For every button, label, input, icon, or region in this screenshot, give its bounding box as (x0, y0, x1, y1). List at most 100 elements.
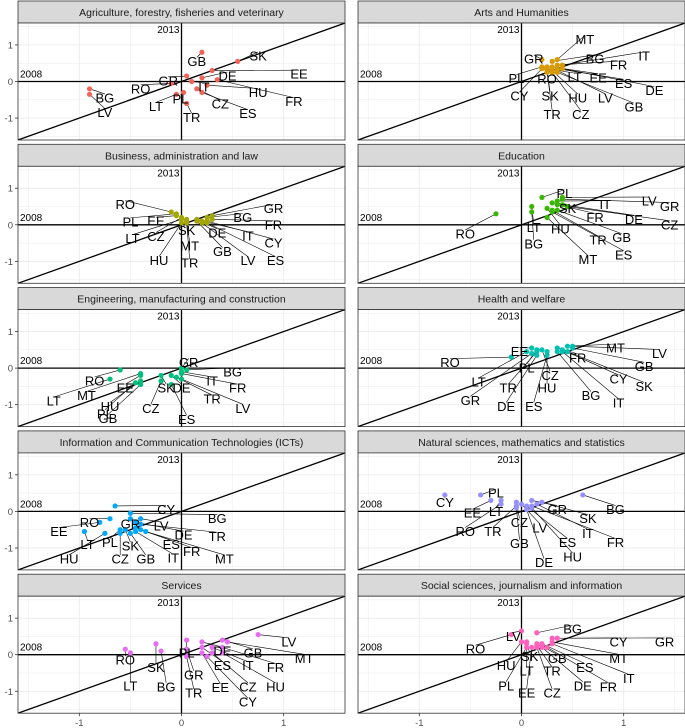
data-point (127, 530, 134, 536)
data-point (117, 367, 123, 373)
label-leader-line (171, 384, 187, 416)
label-leader-line (562, 51, 645, 66)
point-label: MT (579, 252, 598, 267)
point-label: CY (239, 695, 257, 710)
point-label: TR (484, 524, 501, 539)
label-leader-line (58, 522, 100, 528)
data-point (199, 650, 205, 656)
data-point (255, 631, 261, 638)
label-leader-line (562, 204, 634, 216)
point-label: CZ (572, 107, 589, 122)
label-leader-line (207, 84, 259, 89)
diagonal-line (18, 452, 345, 570)
point-label: GR (548, 502, 568, 517)
point-label: LT (125, 231, 139, 246)
point-label: CZ (543, 686, 560, 701)
point-label: LV (642, 194, 657, 209)
label-leader-line (516, 66, 543, 75)
label-leader-line (552, 641, 619, 655)
y-tick-label: -1 (5, 687, 13, 698)
point-label: MT (180, 239, 199, 254)
point-label: PL (498, 678, 514, 693)
point-label: TR (543, 107, 560, 122)
plot-area: RO GR BG FR PL EE LT CZ SK DE IT CY MT GB HU TR LV ES (18, 166, 345, 284)
facet-title: Arts and Humanities (474, 7, 569, 19)
label-leader-line (186, 222, 190, 260)
diagonal-line (18, 596, 345, 714)
label-leader-line (557, 209, 622, 234)
label-leader-line (201, 71, 228, 79)
diagonal-line (358, 452, 685, 570)
label-leader-line (572, 347, 645, 363)
point-label: DE (535, 555, 553, 570)
point-label: FR (267, 660, 284, 675)
point-label: SK (559, 201, 577, 216)
data-point (529, 345, 535, 351)
data-point (168, 372, 174, 379)
y-tick-label: 0 (8, 650, 13, 661)
point-label: LT (471, 374, 485, 389)
label-leader-line (526, 509, 545, 559)
label-leader-line (507, 351, 538, 385)
data-point (178, 370, 185, 377)
data-point (132, 519, 139, 525)
point-label: GR (121, 517, 141, 532)
x-reference-label: 2008 (20, 70, 43, 81)
point-label: HU (551, 222, 570, 237)
point-label: LV (154, 519, 169, 534)
data-point (554, 345, 560, 351)
point-label: SK (521, 649, 539, 664)
data-point (549, 635, 555, 641)
data-point (524, 349, 530, 355)
data-point (554, 62, 560, 68)
data-point (580, 492, 586, 498)
data-point (178, 220, 185, 226)
y-tick-label: 1 (8, 327, 13, 338)
point-label: TR (203, 392, 220, 407)
data-point (524, 641, 530, 647)
point-label: EE (147, 214, 165, 229)
data-point (138, 527, 144, 533)
point-label: LV (240, 253, 255, 268)
data-point (498, 501, 504, 507)
point-label: RO (131, 81, 151, 96)
data-point (122, 527, 128, 533)
label-leader-line (546, 647, 609, 684)
data-point (539, 66, 545, 72)
point-label: FR (265, 217, 282, 232)
point-label: SK (579, 511, 597, 526)
point-label: ES (163, 537, 181, 552)
data-point (178, 214, 185, 221)
point-label: TR (181, 256, 198, 271)
data-point (539, 194, 545, 200)
data-point (559, 202, 565, 208)
data-point (199, 75, 205, 81)
point-label: IT (242, 658, 254, 673)
y-tick-label: 1 (8, 40, 13, 51)
point-label: FR (285, 94, 302, 109)
diagonal-line (358, 309, 685, 427)
point-label: IT (623, 671, 635, 686)
data-point (184, 646, 190, 652)
data-point (173, 213, 179, 219)
label-leader-line (505, 355, 538, 403)
label-leader-line (546, 217, 589, 256)
point-label: DE (172, 381, 190, 396)
label-leader-line (53, 378, 111, 398)
point-label: SK (249, 48, 267, 63)
point-label: FR (569, 350, 586, 365)
plot-area: CY BG RO GR LV EE DE TR LT PL SK ES FR MT HU CZ GB IT (18, 452, 345, 570)
data-point (180, 89, 187, 96)
point-label: HU (266, 679, 285, 694)
label-leader-line (472, 500, 491, 510)
data-point (127, 650, 134, 656)
point-label: RO (85, 373, 105, 388)
y-tick-label: -1 (5, 543, 13, 554)
data-point (143, 528, 149, 535)
data-point (544, 644, 550, 650)
data-point (194, 86, 200, 92)
label-leader-line (237, 51, 259, 62)
data-point (86, 86, 93, 92)
data-point (199, 49, 205, 55)
point-label: SK (178, 223, 196, 238)
